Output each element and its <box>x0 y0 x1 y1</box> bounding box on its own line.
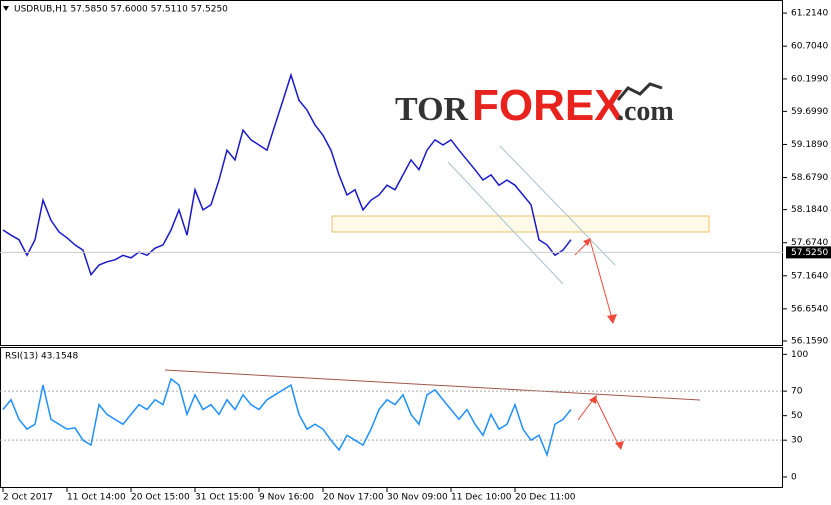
y-tick-label: 100 <box>791 350 808 360</box>
logo-com: .com <box>617 96 674 127</box>
x-tick-label: 11 Oct 14:00 <box>67 493 126 503</box>
channel-line <box>499 145 616 266</box>
y-tick-label: 0 <box>791 472 797 482</box>
series-line <box>2 377 572 458</box>
symbol-marker <box>3 6 9 11</box>
y-tick-label: 56.1590 <box>791 336 828 346</box>
y-tick-label: 70 <box>791 387 803 397</box>
logo-forex: FOREX <box>472 81 624 130</box>
y-tick-label: 60.1990 <box>791 74 828 84</box>
y-tick-label: 59.6990 <box>791 107 828 117</box>
x-tick-label: 20 Oct 15:00 <box>131 493 190 503</box>
y-tick-label: 58.6790 <box>791 173 828 183</box>
y-tick-label: 57.6740 <box>791 238 828 248</box>
arrow-head <box>583 238 617 324</box>
logo-bull <box>616 82 663 101</box>
x-tick-label: 20 Nov 17:00 <box>323 493 384 503</box>
current-price-box <box>786 246 831 259</box>
y-tick-label: 61.2140 <box>791 9 828 19</box>
rsi-title: RSI(13) 43.1548 <box>5 352 78 362</box>
zone <box>331 215 710 233</box>
y-tick-label: 58.1840 <box>791 205 828 215</box>
x-tick-label: 11 Dec 10:00 <box>451 493 512 503</box>
x-tick-label: 2 Oct 2017 <box>3 493 53 503</box>
price-title: USDRUB,H1 57.5850 57.6000 57.5110 57.525… <box>14 5 228 15</box>
y-tick-label: 30 <box>791 436 803 446</box>
y-tick-label: 60.7040 <box>791 42 828 52</box>
x-tick-label: 9 Nov 16:00 <box>259 493 314 503</box>
price-pane <box>0 0 783 346</box>
logo-tor: TOR <box>395 91 469 128</box>
channel-line <box>447 161 564 285</box>
x-tick-label: 30 Nov 09:00 <box>387 493 448 503</box>
current-price-label: 57.5250 <box>791 248 828 258</box>
x-tick-label: 31 Oct 15:00 <box>195 493 254 503</box>
y-tick-label: 57.1640 <box>791 271 828 281</box>
arrow-head <box>589 395 624 450</box>
rsi-trend-line <box>164 369 701 401</box>
series-line <box>2 72 572 277</box>
rsi-pane <box>0 347 783 488</box>
y-tick-label: 50 <box>791 411 803 421</box>
x-tick-label: 20 Dec 11:00 <box>515 493 576 503</box>
y-tick-label: 56.6540 <box>791 304 828 314</box>
y-tick-label: 59.1890 <box>791 140 828 150</box>
